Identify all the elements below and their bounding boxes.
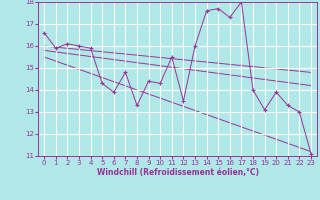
X-axis label: Windchill (Refroidissement éolien,°C): Windchill (Refroidissement éolien,°C) (97, 168, 259, 177)
